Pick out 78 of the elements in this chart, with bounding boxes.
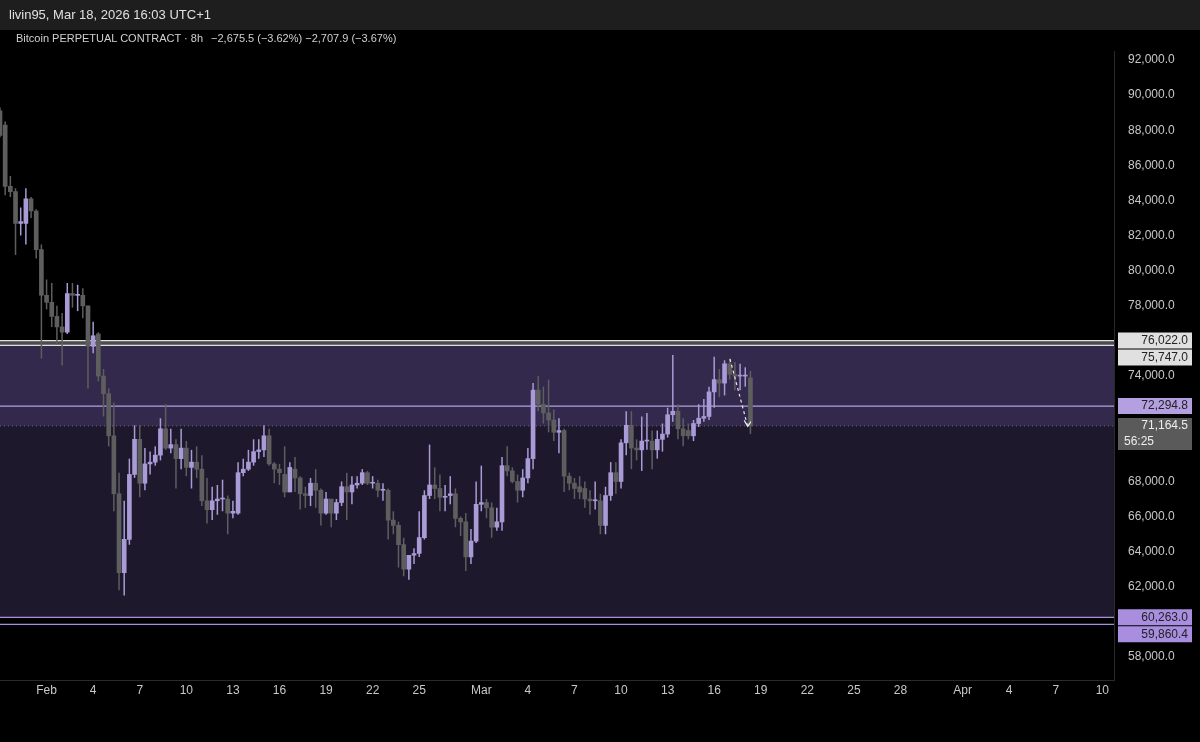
candlestick bbox=[90, 320, 96, 355]
candlestick bbox=[189, 449, 194, 490]
x-tick-label: Apr bbox=[953, 683, 972, 698]
candlestick bbox=[168, 428, 174, 455]
candlestick bbox=[634, 438, 639, 462]
candlestick bbox=[629, 410, 634, 470]
candlestick bbox=[313, 468, 319, 509]
y-tick-label: 68,000.0 bbox=[1128, 473, 1176, 488]
candlestick bbox=[727, 357, 733, 381]
x-tick-label: 4 bbox=[1005, 683, 1013, 698]
x-tick-label: Mar bbox=[470, 683, 492, 698]
candlestick bbox=[152, 445, 158, 467]
candlestick bbox=[380, 482, 386, 502]
x-tick-label: 28 bbox=[893, 683, 908, 698]
candlestick bbox=[504, 445, 510, 477]
candlestick bbox=[75, 284, 80, 312]
y-tick-label: 84,000.0 bbox=[1128, 192, 1176, 207]
candlestick bbox=[328, 498, 334, 528]
x-tick-label: 4 bbox=[524, 683, 532, 698]
text: 56:25 bbox=[1124, 434, 1155, 449]
x-tick-label: 7 bbox=[571, 683, 579, 698]
x-tick-label: 10 bbox=[614, 683, 629, 698]
y-tick-label: 64,000.0 bbox=[1128, 544, 1176, 559]
candlestick bbox=[70, 282, 75, 309]
candlestick bbox=[442, 484, 448, 513]
candlestick bbox=[546, 378, 551, 434]
candlestick bbox=[520, 468, 526, 499]
x-tick-label: 13 bbox=[660, 683, 675, 698]
ref-line-label: 72,294.8 bbox=[1141, 398, 1189, 413]
ref-line-label: 71,164.5 bbox=[1141, 418, 1189, 433]
ref-line-label: 60,263.0 bbox=[1141, 609, 1189, 624]
text: livin95, Mar 18, 2026 16:03 UTC+1 bbox=[9, 7, 211, 22]
ref-line-label: 75,747.0 bbox=[1141, 349, 1189, 364]
candlestick bbox=[639, 415, 645, 472]
candlestick bbox=[613, 461, 619, 495]
y-tick-label: 66,000.0 bbox=[1128, 508, 1176, 523]
candlestick bbox=[80, 287, 86, 319]
x-tick-label: 10 bbox=[179, 683, 194, 698]
candlestick bbox=[717, 368, 722, 398]
x-tick-label: 22 bbox=[800, 683, 815, 698]
x-tick-label: 4 bbox=[89, 683, 97, 698]
candlestick bbox=[592, 480, 598, 511]
candlestick bbox=[432, 466, 438, 500]
x-tick-label: 16 bbox=[272, 683, 287, 698]
y-tick-label: 74,000.0 bbox=[1128, 368, 1176, 383]
x-tick-label: 25 bbox=[847, 683, 861, 698]
x-tick-label: 10 bbox=[1095, 683, 1110, 698]
x-tick-label: 7 bbox=[136, 683, 144, 698]
candlestick bbox=[282, 445, 287, 499]
candlestick bbox=[225, 494, 231, 535]
x-tick-label: 16 bbox=[707, 683, 722, 698]
y-tick-label: 88,000.0 bbox=[1128, 122, 1176, 137]
x-tick-label: 7 bbox=[1052, 683, 1060, 698]
x-tick-label: 25 bbox=[412, 683, 427, 698]
y-tick-label: 62,000.0 bbox=[1128, 579, 1176, 594]
y-tick-label: 90,000.0 bbox=[1128, 87, 1176, 102]
y-tick-label: 92,000.0 bbox=[1128, 52, 1176, 67]
y-tick-label: 80,000.0 bbox=[1128, 263, 1176, 278]
y-tick-label: 78,000.0 bbox=[1128, 298, 1176, 313]
x-tick-label: 19 bbox=[754, 683, 768, 698]
candlestick bbox=[623, 410, 629, 456]
chart-subtitle: −2,675.5 (−3.62%) −2,707.9 (−3.67%) bbox=[211, 32, 397, 44]
x-tick-label: 13 bbox=[226, 683, 240, 698]
candlestick bbox=[344, 471, 350, 521]
candlestick bbox=[556, 417, 562, 455]
x-tick-label: Feb bbox=[36, 683, 58, 698]
ref-line-label: 76,022.0 bbox=[1141, 332, 1189, 347]
y-tick-label: 86,000.0 bbox=[1128, 157, 1176, 172]
candlestick bbox=[722, 359, 727, 397]
candlestick bbox=[183, 440, 189, 477]
x-tick-label: 22 bbox=[365, 683, 380, 698]
chart-title: Bitcoin PERPETUAL CONTRACT · 8h bbox=[16, 32, 204, 44]
candlestick bbox=[447, 475, 453, 506]
y-tick-label: 82,000.0 bbox=[1128, 227, 1176, 242]
ref-line-label: 59,860.4 bbox=[1141, 626, 1189, 641]
candlestick bbox=[308, 477, 313, 507]
y-tick-label: 58,000.0 bbox=[1128, 649, 1176, 664]
x-tick-label: 19 bbox=[319, 683, 334, 698]
